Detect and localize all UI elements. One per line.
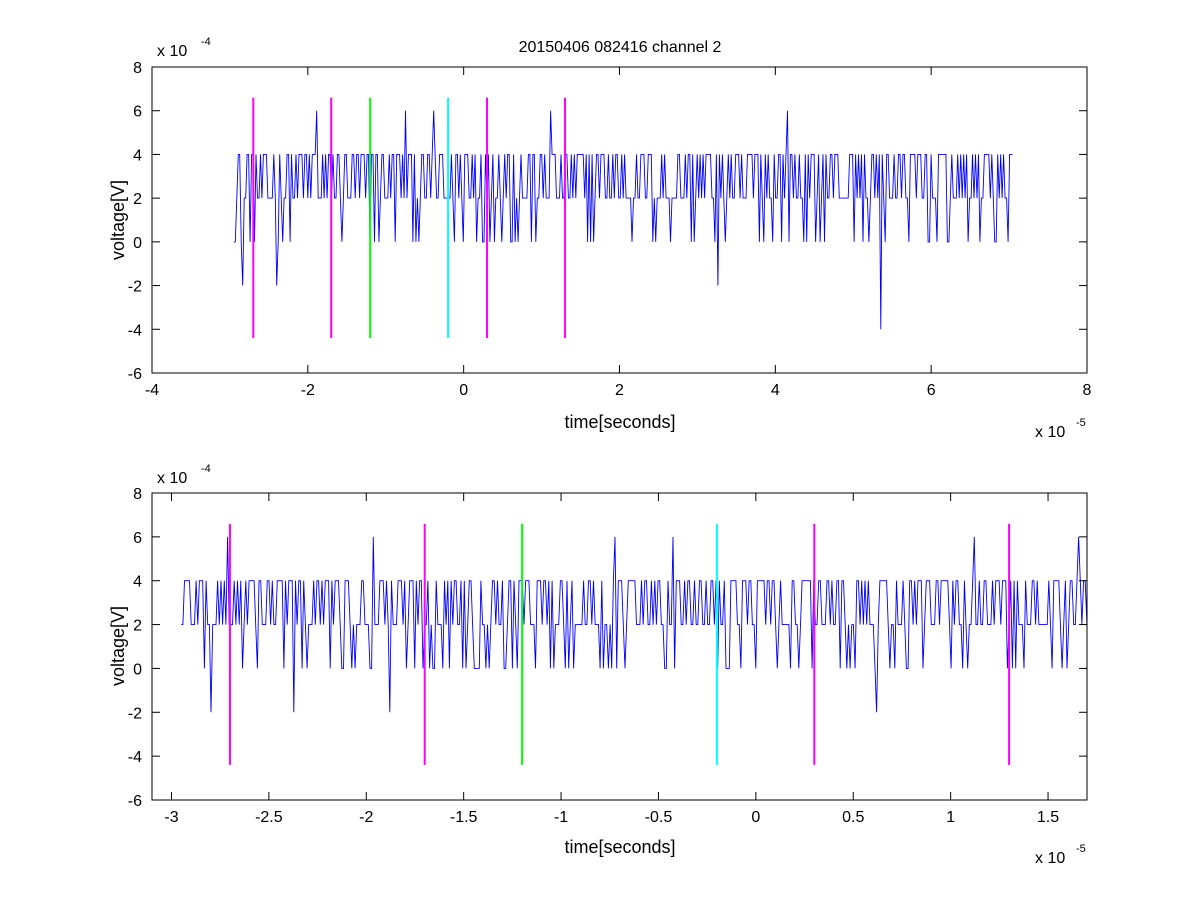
y-tick-label: 2: [133, 191, 142, 208]
y-tick-label: -6: [128, 793, 142, 810]
chart-title: 20150406 082416 channel 2: [519, 39, 722, 56]
bottom-axes: x 10 -4 -3 -2.5 -2 -1.5 -1 -0.5 0 0.5 1 1.5 -6 -4 -2…: [108, 463, 1088, 867]
y-tick-label: 6: [133, 104, 142, 121]
x-tick-label: 6: [927, 382, 936, 399]
y-axis-title: voltage[V]: [108, 180, 128, 260]
axes-frame: [151, 492, 1088, 801]
x-tick-label: -3: [164, 809, 178, 826]
x-tick-label: -1: [554, 809, 568, 826]
svg-text:x 10: x 10: [1035, 424, 1065, 441]
svg-text:x 10: x 10: [1035, 850, 1065, 867]
x-tick-label: -2: [359, 809, 373, 826]
voltage-signal-line: [181, 536, 1088, 713]
y-tick-label: 8: [133, 60, 142, 77]
voltage-signal-line: [233, 110, 1013, 330]
x-axis-title: time[seconds]: [564, 837, 675, 857]
x-tick-label: 1.5: [1037, 809, 1059, 826]
y-tick-label: -4: [128, 749, 142, 766]
svg-text:-4: -4: [201, 36, 211, 48]
svg-text:-5: -5: [1076, 843, 1086, 855]
x-tick-label: 0: [751, 809, 760, 826]
y-tick-label: 8: [133, 486, 142, 503]
x-exponent-label: x 10 -5: [1035, 417, 1086, 441]
x-tick-label: 2: [615, 382, 624, 399]
x-tick-label: 1: [946, 809, 955, 826]
x-exponent-label: x 10 -5: [1035, 843, 1086, 867]
top-axes: 20150406 082416 channel 2 x 10 -4 -4 -2 0 2…: [108, 36, 1092, 441]
y-tick-label: -2: [128, 705, 142, 722]
ticks: -3 -2.5 -2 -1.5 -1 -0.5 0 0.5 1 1.5 -6 -4 -2 0 2 4 6 8: [128, 486, 1087, 826]
x-tick-label: -2.5: [255, 809, 283, 826]
x-tick-label: -1.5: [450, 809, 478, 826]
y-tick-label: 2: [133, 618, 142, 635]
x-tick-label: -0.5: [645, 809, 673, 826]
x-tick-label: 8: [1083, 382, 1092, 399]
svg-text:-5: -5: [1076, 417, 1086, 429]
plot-area: [181, 523, 1088, 765]
y-tick-label: 4: [133, 574, 142, 591]
x-tick-label: 0: [459, 382, 468, 399]
y-tick-label: -6: [128, 366, 142, 383]
y-exponent-label: x 10 -4: [157, 36, 211, 60]
x-tick-label: -2: [301, 382, 315, 399]
y-tick-label: 4: [133, 147, 142, 164]
x-tick-label: 4: [771, 382, 780, 399]
svg-text:-4: -4: [201, 463, 211, 475]
x-tick-label: 0.5: [842, 809, 864, 826]
plot-area: [233, 97, 1013, 339]
y-tick-label: -2: [128, 279, 142, 296]
x-axis-title: time[seconds]: [564, 412, 675, 432]
y-exponent-label: x 10 -4: [157, 463, 211, 487]
y-axis-title: voltage[V]: [108, 606, 128, 686]
y-tick-label: 6: [133, 530, 142, 547]
svg-text:x 10: x 10: [157, 43, 187, 60]
svg-text:x 10: x 10: [157, 470, 187, 487]
y-tick-label: -4: [128, 322, 142, 339]
x-tick-label: -4: [145, 382, 159, 399]
y-tick-label: 0: [133, 661, 142, 678]
y-tick-label: 0: [133, 235, 142, 252]
